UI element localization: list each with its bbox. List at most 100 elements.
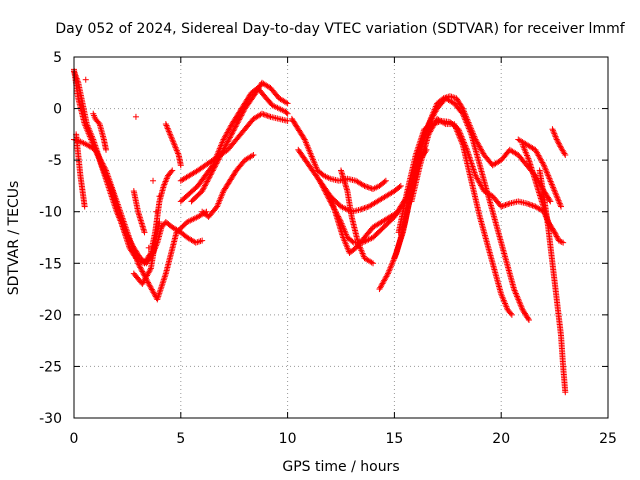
series-trace-11 [199, 151, 257, 220]
data-point-marker [171, 141, 178, 148]
data-point-marker [236, 115, 243, 122]
data-point-marker [364, 204, 371, 211]
data-point-marker [95, 152, 102, 159]
data-point-marker [266, 113, 273, 120]
data-point-marker [206, 172, 213, 179]
data-point-marker [93, 149, 100, 156]
axis-ticks: 0 5 10 15 20 25 5 0 -5 -10 -15 -20 -25 -30 [39, 50, 617, 447]
data-point-marker [161, 181, 168, 188]
data-point-marker [239, 111, 246, 118]
y-tick-label: -20 [39, 308, 62, 324]
data-point-marker [389, 258, 396, 265]
x-axis-label: GPS time / hours [282, 459, 399, 475]
data-point-marker [168, 135, 175, 142]
data-point-marker [210, 166, 217, 173]
data-point-marker [284, 100, 291, 107]
series-trace-5 [90, 110, 110, 153]
data-point-marker [283, 99, 290, 106]
data-point-marker [229, 128, 236, 135]
data-point-marker [381, 178, 388, 185]
data-point-marker [99, 160, 106, 167]
data-point-marker [164, 123, 171, 130]
data-point-marker [98, 157, 105, 164]
data-point-marker [137, 265, 144, 272]
data-point-marker [229, 130, 236, 137]
data-point-marker [219, 149, 226, 156]
data-point-marker [161, 273, 168, 280]
data-point-marker [321, 187, 328, 194]
data-point-marker [505, 200, 512, 207]
data-point-marker [211, 163, 218, 170]
data-point-marker [231, 126, 238, 133]
data-point-marker [216, 155, 223, 162]
y-tick-label: -10 [39, 205, 62, 221]
data-point-marker [160, 278, 167, 285]
data-point-marker [103, 146, 110, 153]
data-point-marker [260, 111, 267, 118]
data-point-marker [249, 152, 255, 159]
data-point-marker [166, 129, 173, 136]
y-axis-label: SDTVAR / TECUs [6, 181, 22, 296]
y-tick-label: 0 [53, 102, 62, 118]
data-point-marker [82, 76, 89, 83]
data-point-marker [94, 150, 101, 157]
data-point-marker [230, 127, 237, 134]
data-point-marker [323, 191, 330, 198]
data-point-marker [95, 119, 102, 126]
data-point-marker [214, 157, 221, 164]
x-tick-label: 5 [176, 431, 185, 447]
data-point-marker [239, 109, 246, 116]
data-point-marker [168, 134, 175, 141]
data-point-marker [525, 200, 532, 207]
data-point-marker [156, 288, 163, 295]
data-point-marker [135, 261, 142, 268]
data-point-marker [174, 149, 181, 156]
data-point-marker [170, 140, 177, 147]
data-point-marker [160, 182, 167, 189]
data-point-marker [100, 163, 107, 170]
data-point-marker [211, 164, 218, 171]
data-point-marker [384, 272, 391, 279]
data-point-marker [284, 117, 291, 124]
data-point-marker [320, 184, 327, 191]
data-point-marker [528, 202, 535, 209]
data-point-marker [224, 139, 231, 146]
data-point-marker [220, 146, 227, 153]
series-trace-7 [130, 188, 148, 236]
data-point-marker [177, 162, 184, 169]
data-point-marker [261, 111, 268, 118]
series-trace-10 [188, 79, 291, 205]
series-trace-8 [177, 84, 291, 205]
data-point-marker [319, 183, 326, 190]
data-point-marker [160, 276, 167, 283]
data-point-marker [468, 160, 475, 167]
data-point-marker [388, 263, 395, 270]
data-point-marker [139, 268, 146, 275]
data-point-marker [218, 150, 225, 157]
data-point-marker [141, 229, 148, 236]
data-point-marker [170, 138, 177, 145]
data-point-marker [397, 182, 404, 189]
data-point-marker [264, 112, 271, 119]
y-tick-label: -15 [39, 256, 62, 272]
data-point-marker [207, 171, 214, 178]
data-point-marker [263, 112, 270, 119]
series-trace-6 [162, 121, 184, 169]
data-point-marker [387, 264, 394, 271]
data-point-marker [158, 284, 165, 291]
data-point-marker [172, 144, 179, 151]
data-point-marker [163, 175, 170, 182]
data-point-marker [322, 188, 329, 195]
y-tick-label: -5 [48, 153, 62, 169]
data-point-marker [317, 179, 324, 186]
series-trace-4 [73, 131, 88, 210]
data-point-marker [132, 113, 139, 120]
data-point-marker [386, 266, 393, 273]
data-point-marker [199, 237, 206, 244]
data-point-marker [370, 260, 377, 267]
data-point-marker [382, 177, 389, 184]
data-point-marker [318, 180, 325, 187]
data-point-marker [95, 153, 102, 160]
series-trace-13 [295, 146, 404, 215]
